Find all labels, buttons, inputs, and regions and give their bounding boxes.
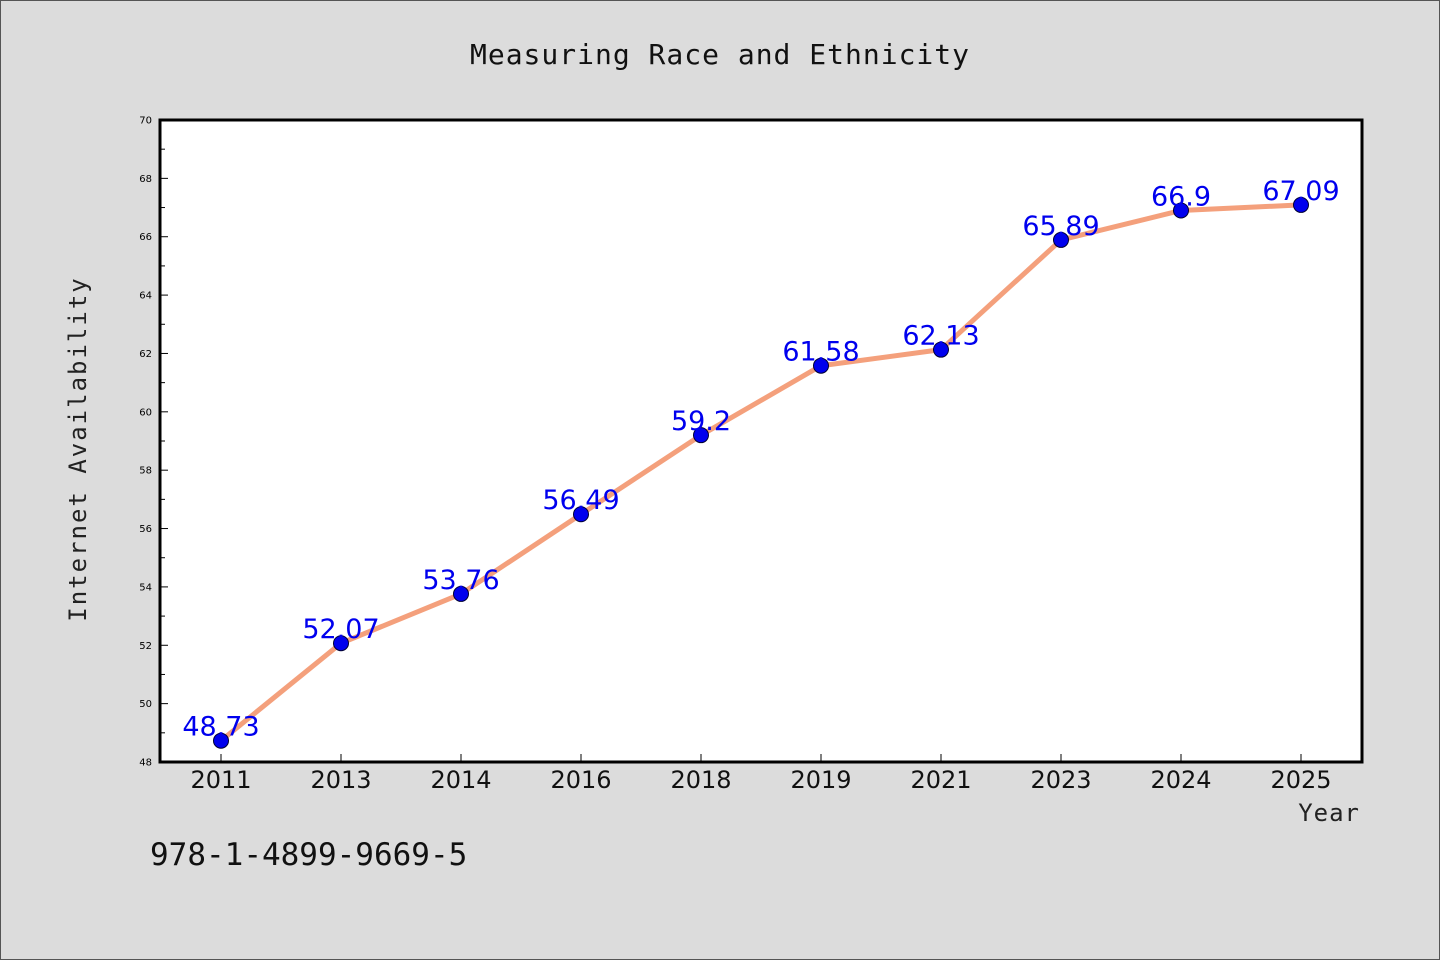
data-label-2011: 48.73 [182, 712, 259, 743]
x-tick-label: 2011 [190, 766, 251, 794]
data-point-2018 [693, 427, 709, 444]
x-tick-label: 2019 [790, 766, 851, 794]
data-point-2013 [333, 635, 349, 652]
series-line [218, 202, 1304, 744]
isbn-annotation: 978-1-4899-9669-5 [150, 837, 467, 873]
x-tick-label: 2013 [310, 766, 371, 794]
y-axis-label: Internet Availability [64, 276, 92, 621]
data-label-2025: 67.09 [1262, 176, 1339, 207]
x-tick-label: 2025 [1270, 766, 1331, 794]
data-point-2014 [453, 585, 469, 602]
x-tick-label: 2023 [1030, 766, 1091, 794]
data-point-2024 [1173, 202, 1189, 219]
data-label-2014: 53.76 [422, 565, 499, 596]
data-label-2016: 56.49 [542, 485, 619, 516]
plot-area [158, 118, 1364, 764]
y-tick-label: 58 [139, 466, 152, 477]
y-tick-label: 60 [139, 407, 152, 418]
y-tick-label: 52 [139, 641, 152, 652]
data-point-2019 [813, 357, 829, 374]
data-point-2025 [1293, 196, 1309, 213]
chart-title: Measuring Race and Ethnicity [470, 38, 970, 71]
x-tick-label: 2024 [1150, 766, 1211, 794]
data-point-2023 [1053, 231, 1069, 248]
y-axis: 48 50 52 54 56 58 60 62 64 66 68 70 [139, 116, 168, 769]
x-tick-label: 2021 [910, 766, 971, 794]
data-label-2021: 62.13 [902, 321, 979, 352]
y-tick-label: 70 [139, 116, 152, 127]
data-labels: 48.73 52.07 53.76 56.49 59.2 61.58 62.13 65.89 6… [182, 176, 1339, 743]
y-tick-label: 68 [139, 174, 152, 185]
data-label-2019: 61.58 [782, 337, 859, 368]
data-label-2023: 65.89 [1022, 211, 1099, 242]
data-point-2016 [573, 506, 589, 523]
data-label-2013: 52.07 [302, 614, 379, 645]
x-tick-label: 2014 [430, 766, 491, 794]
x-tick-label: 2018 [670, 766, 731, 794]
data-label-2024: 66.9 [1151, 181, 1211, 212]
data-point-2011 [213, 732, 229, 749]
x-axis-label: Year [1298, 799, 1360, 827]
y-tick-label: 62 [139, 349, 152, 360]
y-tick-label: 66 [139, 232, 152, 243]
y-tick-label: 64 [139, 291, 152, 302]
y-tick-label: 50 [139, 699, 152, 710]
x-tick-label: 2016 [550, 766, 611, 794]
data-label-2018: 59.2 [671, 406, 731, 437]
y-tick-label: 54 [139, 582, 152, 593]
data-point-2021 [933, 341, 949, 358]
series-markers [213, 196, 1309, 749]
x-axis: 2011 2013 2014 2016 2018 2019 2021 2023 2024 2025 [190, 754, 1332, 794]
y-tick-label: 56 [139, 524, 152, 535]
y-tick-label: 48 [139, 758, 152, 769]
